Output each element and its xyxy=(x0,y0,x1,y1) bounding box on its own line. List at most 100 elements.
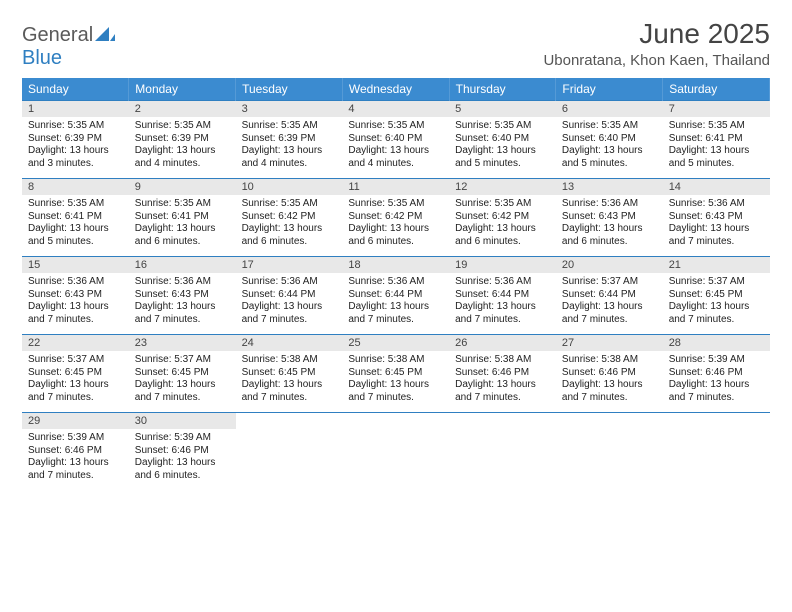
day-number: 29 xyxy=(22,413,129,429)
sunrise-text: Sunrise: 5:35 AM xyxy=(28,120,123,133)
logo-text-general: General xyxy=(22,24,93,46)
daylight-text: Daylight: 13 hours and 4 minutes. xyxy=(242,145,337,170)
sunrise-text: Sunrise: 5:35 AM xyxy=(562,120,657,133)
day-details: Sunrise: 5:36 AMSunset: 6:44 PMDaylight:… xyxy=(449,273,556,334)
day-cell: 1Sunrise: 5:35 AMSunset: 6:39 PMDaylight… xyxy=(22,101,129,179)
sunrise-text: Sunrise: 5:36 AM xyxy=(348,276,443,289)
sunset-text: Sunset: 6:39 PM xyxy=(28,133,123,146)
sunset-text: Sunset: 6:40 PM xyxy=(562,133,657,146)
day-details: Sunrise: 5:35 AMSunset: 6:42 PMDaylight:… xyxy=(236,195,343,256)
day-number: 19 xyxy=(449,257,556,273)
daylight-text: Daylight: 13 hours and 7 minutes. xyxy=(28,457,123,482)
day-cell: 13Sunrise: 5:36 AMSunset: 6:43 PMDayligh… xyxy=(556,179,663,257)
sunset-text: Sunset: 6:45 PM xyxy=(28,367,123,380)
day-details: Sunrise: 5:38 AMSunset: 6:46 PMDaylight:… xyxy=(556,351,663,412)
day-number: 7 xyxy=(663,101,770,117)
sunrise-text: Sunrise: 5:36 AM xyxy=(562,198,657,211)
sunrise-text: Sunrise: 5:35 AM xyxy=(135,198,230,211)
day-number: 14 xyxy=(663,179,770,195)
sunrise-text: Sunrise: 5:35 AM xyxy=(242,198,337,211)
calendar-table: SundayMondayTuesdayWednesdayThursdayFrid… xyxy=(22,78,770,490)
sunset-text: Sunset: 6:44 PM xyxy=(455,289,550,302)
sunset-text: Sunset: 6:44 PM xyxy=(562,289,657,302)
day-cell: 27Sunrise: 5:38 AMSunset: 6:46 PMDayligh… xyxy=(556,335,663,413)
sunset-text: Sunset: 6:45 PM xyxy=(348,367,443,380)
day-cell: 23Sunrise: 5:37 AMSunset: 6:45 PMDayligh… xyxy=(129,335,236,413)
day-number: 5 xyxy=(449,101,556,117)
sunrise-text: Sunrise: 5:35 AM xyxy=(242,120,337,133)
dow-header-cell: Friday xyxy=(556,78,663,101)
sunrise-text: Sunrise: 5:35 AM xyxy=(135,120,230,133)
sunrise-text: Sunrise: 5:37 AM xyxy=(562,276,657,289)
sunset-text: Sunset: 6:39 PM xyxy=(242,133,337,146)
day-details: Sunrise: 5:38 AMSunset: 6:46 PMDaylight:… xyxy=(449,351,556,412)
sunset-text: Sunset: 6:41 PM xyxy=(135,211,230,224)
daylight-text: Daylight: 13 hours and 7 minutes. xyxy=(455,379,550,404)
daylight-text: Daylight: 13 hours and 7 minutes. xyxy=(242,379,337,404)
dow-header-cell: Tuesday xyxy=(236,78,343,101)
day-cell: 16Sunrise: 5:36 AMSunset: 6:43 PMDayligh… xyxy=(129,257,236,335)
day-details: Sunrise: 5:37 AMSunset: 6:45 PMDaylight:… xyxy=(663,273,770,334)
daylight-text: Daylight: 13 hours and 7 minutes. xyxy=(562,301,657,326)
day-number: 25 xyxy=(342,335,449,351)
sunset-text: Sunset: 6:41 PM xyxy=(28,211,123,224)
week-row: 29Sunrise: 5:39 AMSunset: 6:46 PMDayligh… xyxy=(22,413,770,491)
day-details: Sunrise: 5:36 AMSunset: 6:43 PMDaylight:… xyxy=(129,273,236,334)
day-number: 3 xyxy=(236,101,343,117)
day-number: 8 xyxy=(22,179,129,195)
sunrise-text: Sunrise: 5:35 AM xyxy=(348,198,443,211)
sunrise-text: Sunrise: 5:36 AM xyxy=(455,276,550,289)
sunset-text: Sunset: 6:44 PM xyxy=(348,289,443,302)
day-details: Sunrise: 5:35 AMSunset: 6:41 PMDaylight:… xyxy=(663,117,770,178)
daylight-text: Daylight: 13 hours and 5 minutes. xyxy=(28,223,123,248)
day-cell: 5Sunrise: 5:35 AMSunset: 6:40 PMDaylight… xyxy=(449,101,556,179)
day-cell xyxy=(236,413,343,491)
sunrise-text: Sunrise: 5:35 AM xyxy=(455,120,550,133)
sunrise-text: Sunrise: 5:36 AM xyxy=(242,276,337,289)
day-cell: 4Sunrise: 5:35 AMSunset: 6:40 PMDaylight… xyxy=(342,101,449,179)
sunset-text: Sunset: 6:43 PM xyxy=(135,289,230,302)
sunset-text: Sunset: 6:46 PM xyxy=(28,445,123,458)
dow-header-cell: Sunday xyxy=(22,78,129,101)
daylight-text: Daylight: 13 hours and 5 minutes. xyxy=(455,145,550,170)
day-number: 30 xyxy=(129,413,236,429)
sunrise-text: Sunrise: 5:39 AM xyxy=(28,432,123,445)
sunrise-text: Sunrise: 5:38 AM xyxy=(562,354,657,367)
day-details: Sunrise: 5:35 AMSunset: 6:42 PMDaylight:… xyxy=(342,195,449,256)
dow-header-cell: Monday xyxy=(129,78,236,101)
dow-header-cell: Thursday xyxy=(449,78,556,101)
day-cell: 20Sunrise: 5:37 AMSunset: 6:44 PMDayligh… xyxy=(556,257,663,335)
sunrise-text: Sunrise: 5:35 AM xyxy=(455,198,550,211)
day-details: Sunrise: 5:35 AMSunset: 6:41 PMDaylight:… xyxy=(129,195,236,256)
day-cell: 3 Sunrise: 5:35 AMSunset: 6:39 PMDaylight… xyxy=(236,101,343,179)
daylight-text: Daylight: 13 hours and 7 minutes. xyxy=(135,379,230,404)
daylight-text: Daylight: 13 hours and 5 minutes. xyxy=(669,145,764,170)
sunrise-text: Sunrise: 5:35 AM xyxy=(348,120,443,133)
day-details: Sunrise: 5:35 AMSunset: 6:41 PMDaylight:… xyxy=(22,195,129,256)
day-number: 10 xyxy=(236,179,343,195)
daylight-text: Daylight: 13 hours and 6 minutes. xyxy=(135,457,230,482)
sunrise-text: Sunrise: 5:38 AM xyxy=(348,354,443,367)
day-number: 1 xyxy=(22,101,129,117)
day-cell: 9Sunrise: 5:35 AMSunset: 6:41 PMDaylight… xyxy=(129,179,236,257)
sunset-text: Sunset: 6:43 PM xyxy=(28,289,123,302)
day-details: Sunrise: 5:35 AMSunset: 6:39 PMDaylight:… xyxy=(129,117,236,178)
day-cell: 2Sunrise: 5:35 AMSunset: 6:39 PMDaylight… xyxy=(129,101,236,179)
sunset-text: Sunset: 6:45 PM xyxy=(135,367,230,380)
day-cell: 8Sunrise: 5:35 AMSunset: 6:41 PMDaylight… xyxy=(22,179,129,257)
sunset-text: Sunset: 6:46 PM xyxy=(135,445,230,458)
day-number: 27 xyxy=(556,335,663,351)
sunset-text: Sunset: 6:42 PM xyxy=(348,211,443,224)
sunrise-text: Sunrise: 5:37 AM xyxy=(669,276,764,289)
sunrise-text: Sunrise: 5:37 AM xyxy=(28,354,123,367)
day-details: Sunrise: 5:39 AMSunset: 6:46 PMDaylight:… xyxy=(663,351,770,412)
sunset-text: Sunset: 6:41 PM xyxy=(669,133,764,146)
day-details: Sunrise: 5:39 AMSunset: 6:46 PMDaylight:… xyxy=(22,429,129,490)
daylight-text: Daylight: 13 hours and 6 minutes. xyxy=(135,223,230,248)
day-details: Sunrise: 5:37 AMSunset: 6:45 PMDaylight:… xyxy=(22,351,129,412)
daylight-text: Daylight: 13 hours and 7 minutes. xyxy=(669,379,764,404)
day-details: Sunrise: 5:37 AMSunset: 6:45 PMDaylight:… xyxy=(129,351,236,412)
sunrise-text: Sunrise: 5:39 AM xyxy=(669,354,764,367)
sunrise-text: Sunrise: 5:37 AM xyxy=(135,354,230,367)
day-cell: 25Sunrise: 5:38 AMSunset: 6:45 PMDayligh… xyxy=(342,335,449,413)
